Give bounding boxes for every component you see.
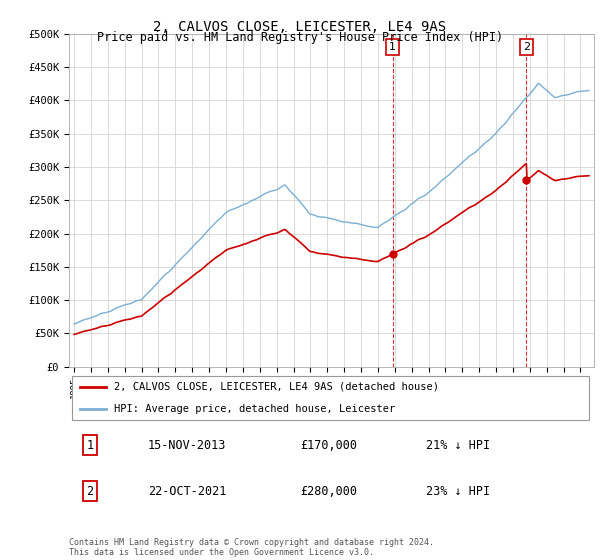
Text: 2, CALVOS CLOSE, LEICESTER, LE4 9AS: 2, CALVOS CLOSE, LEICESTER, LE4 9AS [154,20,446,34]
Text: 2: 2 [523,42,530,52]
Text: 1: 1 [389,42,396,52]
Text: 1: 1 [86,438,94,451]
Text: 15-NOV-2013: 15-NOV-2013 [148,438,226,451]
FancyBboxPatch shape [71,376,589,421]
Text: £170,000: £170,000 [300,438,357,451]
Text: Contains HM Land Registry data © Crown copyright and database right 2024.
This d: Contains HM Land Registry data © Crown c… [69,538,434,557]
Text: 21% ↓ HPI: 21% ↓ HPI [426,438,490,451]
Text: 22-OCT-2021: 22-OCT-2021 [148,485,226,498]
Text: 2: 2 [86,485,94,498]
Text: £280,000: £280,000 [300,485,357,498]
Text: Price paid vs. HM Land Registry's House Price Index (HPI): Price paid vs. HM Land Registry's House … [97,31,503,44]
Text: 2, CALVOS CLOSE, LEICESTER, LE4 9AS (detached house): 2, CALVOS CLOSE, LEICESTER, LE4 9AS (det… [113,382,439,392]
Text: HPI: Average price, detached house, Leicester: HPI: Average price, detached house, Leic… [113,404,395,414]
Text: 23% ↓ HPI: 23% ↓ HPI [426,485,490,498]
